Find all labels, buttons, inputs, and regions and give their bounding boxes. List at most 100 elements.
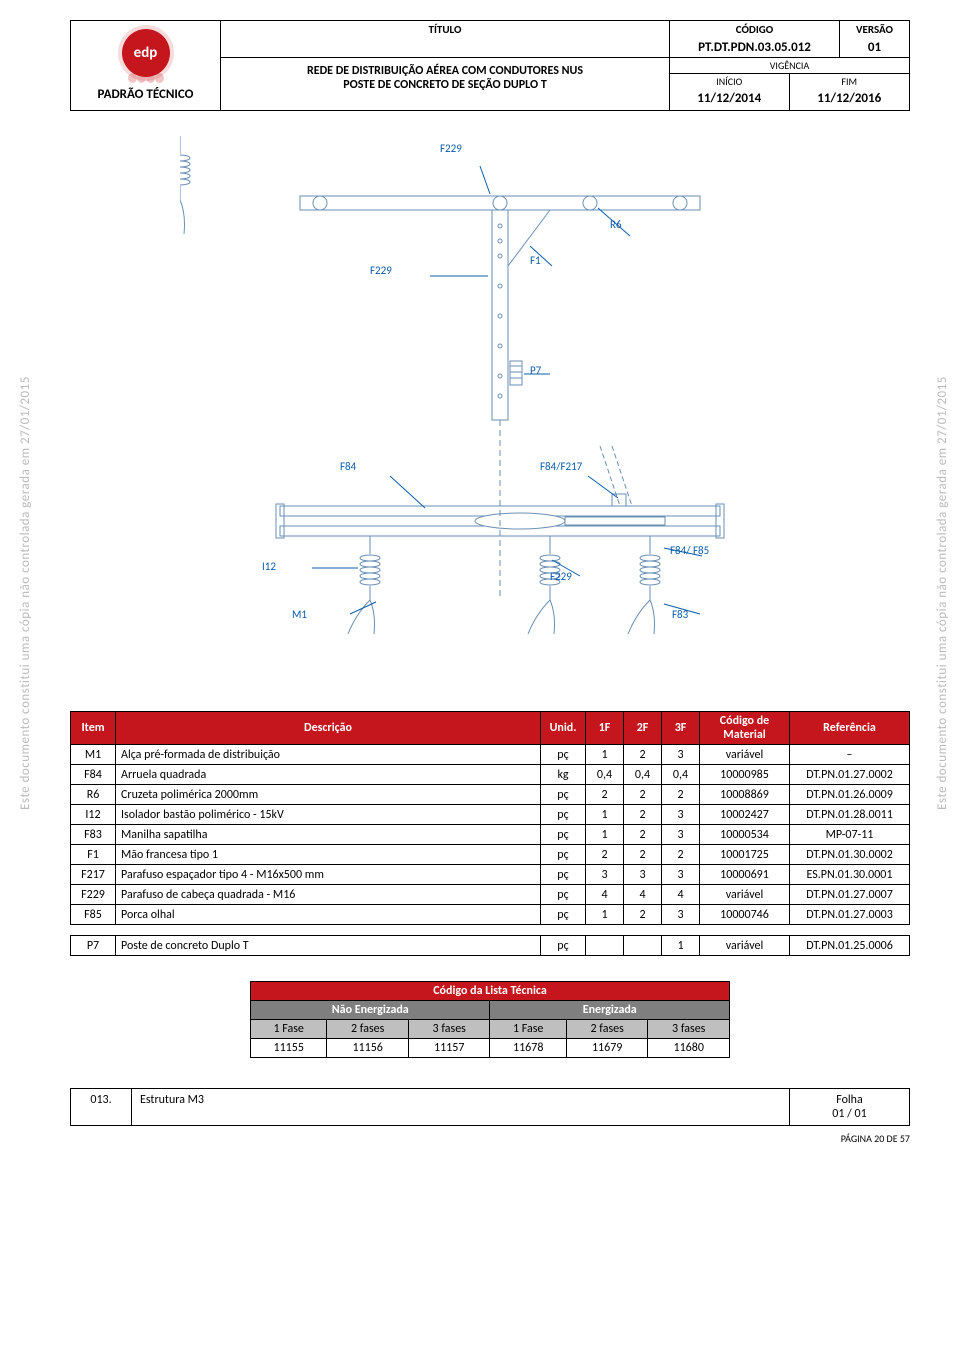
callout-f84-f85: F84/ F85 bbox=[670, 544, 709, 557]
cell-unid: pç bbox=[541, 865, 586, 885]
cell-unid: pç bbox=[541, 805, 586, 825]
lista-title: Código da Lista Técnica bbox=[251, 982, 730, 1001]
cell-ref: DT.PN.01.27.0002 bbox=[790, 765, 910, 785]
cell-f2: 2 bbox=[624, 745, 662, 765]
cell-desc: Mão francesa tipo 1 bbox=[116, 845, 541, 865]
cell-unid: pç bbox=[541, 745, 586, 765]
cell-cod: 10002427 bbox=[700, 805, 790, 825]
lista-value: 11679 bbox=[566, 1039, 648, 1058]
cell-unid: pç bbox=[541, 825, 586, 845]
lista-phase: 3 fases bbox=[408, 1020, 490, 1039]
cell-f3: 3 bbox=[662, 745, 700, 765]
cell-f3: 3 bbox=[662, 905, 700, 925]
footer-block: 013. Estrutura M3 Folha 01 / 01 bbox=[70, 1088, 910, 1126]
cell-unid: pç bbox=[541, 936, 586, 956]
cell-f2: 3 bbox=[624, 865, 662, 885]
subtitle-1: REDE DE DISTRIBUIÇÃO AÉREA COM CONDUTORE… bbox=[231, 64, 659, 78]
lista-phase: 1 Fase bbox=[490, 1020, 566, 1039]
cell-f3: 2 bbox=[662, 785, 700, 805]
table-row: F229Parafuso de cabeça quadrada - M16pç4… bbox=[71, 885, 910, 905]
table-row: F85Porca olhalpç12310000746DT.PN.01.27.0… bbox=[71, 905, 910, 925]
cell-ref: MP-07-11 bbox=[790, 825, 910, 845]
lista-value: 11156 bbox=[327, 1039, 409, 1058]
table-row: F1Mão francesa tipo 1pç22210001725DT.PN.… bbox=[71, 845, 910, 865]
cell-ref: ES.PN.01.30.0001 bbox=[790, 865, 910, 885]
cell-cod: variável bbox=[700, 936, 790, 956]
cell-desc: Arruela quadrada bbox=[116, 765, 541, 785]
cell-f1: 2 bbox=[586, 845, 624, 865]
cell-desc: Cruzeta polimérica 2000mm bbox=[116, 785, 541, 805]
cell-item: F85 bbox=[71, 905, 116, 925]
callout-f229-bot: F229 bbox=[550, 570, 572, 583]
folha-value: 01 / 01 bbox=[798, 1107, 901, 1121]
cell-desc: Porca olhal bbox=[116, 905, 541, 925]
lista-phase: 2 fases bbox=[566, 1020, 648, 1039]
th-codmat: Código de Material bbox=[700, 712, 790, 745]
cell-f1: 3 bbox=[586, 865, 624, 885]
th-3f: 3F bbox=[662, 712, 700, 745]
inicio-value: 11/12/2014 bbox=[670, 89, 789, 110]
th-ref: Referência bbox=[790, 712, 910, 745]
lista-value: 11155 bbox=[251, 1039, 327, 1058]
header-left-title: PADRÃO TÉCNICO bbox=[98, 87, 194, 102]
cell-f3: 1 bbox=[662, 936, 700, 956]
callout-i12: I12 bbox=[262, 560, 276, 573]
header-left: edp PADRÃO TÉCNICO bbox=[71, 21, 221, 110]
cell-ref: DT.PN.01.28.0011 bbox=[790, 805, 910, 825]
logo-text: edp bbox=[134, 44, 158, 62]
edp-logo: edp bbox=[122, 29, 170, 77]
versao-value: 01 bbox=[846, 36, 903, 55]
fim-value: 11/12/2016 bbox=[790, 89, 910, 110]
cell-f3: 3 bbox=[662, 825, 700, 845]
materials-table: Item Descrição Unid. 1F 2F 3F Código de … bbox=[70, 711, 910, 925]
cell-item: I12 bbox=[71, 805, 116, 825]
cell-f1: 1 bbox=[586, 825, 624, 845]
th-desc: Descrição bbox=[116, 712, 541, 745]
cell-f2: 2 bbox=[624, 845, 662, 865]
th-2f: 2F bbox=[624, 712, 662, 745]
cell-cod: 10000985 bbox=[700, 765, 790, 785]
callout-r6: R6 bbox=[610, 218, 622, 231]
lista-sub-en: Energizada bbox=[490, 1001, 730, 1020]
callout-p7: P7 bbox=[530, 364, 541, 377]
cell-ref: DT.PN.01.27.0003 bbox=[790, 905, 910, 925]
cell-desc: Alça pré-formada de distribuição bbox=[116, 745, 541, 765]
cell-desc: Parafuso de cabeça quadrada - M16 bbox=[116, 885, 541, 905]
vigencia-label: VIGÊNCIA bbox=[670, 58, 909, 74]
cell-unid: pç bbox=[541, 885, 586, 905]
cell-desc: Poste de concreto Duplo T bbox=[116, 936, 541, 956]
th-unid: Unid. bbox=[541, 712, 586, 745]
table-row: P7Poste de concreto Duplo Tpç1variávelDT… bbox=[71, 936, 910, 956]
lista-value: 11678 bbox=[490, 1039, 566, 1058]
cell-unid: pç bbox=[541, 845, 586, 865]
th-item: Item bbox=[71, 712, 116, 745]
cell-f3: 4 bbox=[662, 885, 700, 905]
cell-f1: 0,4 bbox=[586, 765, 624, 785]
cell-f1 bbox=[586, 936, 624, 956]
callout-f229-mid: F229 bbox=[370, 264, 392, 277]
cell-desc: Isolador bastão polimérico - 15kV bbox=[116, 805, 541, 825]
callout-f83: F83 bbox=[672, 608, 688, 621]
cell-item: F1 bbox=[71, 845, 116, 865]
cell-unid: kg bbox=[541, 765, 586, 785]
cell-item: F83 bbox=[71, 825, 116, 845]
cell-cod: variável bbox=[700, 745, 790, 765]
table-row: R6Cruzeta polimérica 2000mmpç22210008869… bbox=[71, 785, 910, 805]
cell-f1: 1 bbox=[586, 745, 624, 765]
cell-f1: 1 bbox=[586, 905, 624, 925]
cell-cod: 10000746 bbox=[700, 905, 790, 925]
document-header: edp PADRÃO TÉCNICO TÍTULO CÓDIGO PT.DT.P… bbox=[70, 20, 910, 111]
cell-ref: DT.PN.01.30.0002 bbox=[790, 845, 910, 865]
cell-cod: 10000534 bbox=[700, 825, 790, 845]
callout-m1: M1 bbox=[292, 608, 307, 621]
cell-cod: 10008869 bbox=[700, 785, 790, 805]
cell-item: P7 bbox=[71, 936, 116, 956]
table-row: I12Isolador bastão polimérico - 15kVpç12… bbox=[71, 805, 910, 825]
lista-sub-nao: Não Energizada bbox=[251, 1001, 490, 1020]
cell-desc: Parafuso espaçador tipo 4 - M16x500 mm bbox=[116, 865, 541, 885]
technical-diagram: F229 R6 F229 F1 P7 F84 F84/F217 F84/ F85… bbox=[70, 136, 910, 696]
th-1f: 1F bbox=[586, 712, 624, 745]
footer-title: Estrutura M3 bbox=[131, 1089, 789, 1125]
cell-ref: DT.PN.01.26.0009 bbox=[790, 785, 910, 805]
versao-label: VERSÃO bbox=[846, 23, 903, 36]
